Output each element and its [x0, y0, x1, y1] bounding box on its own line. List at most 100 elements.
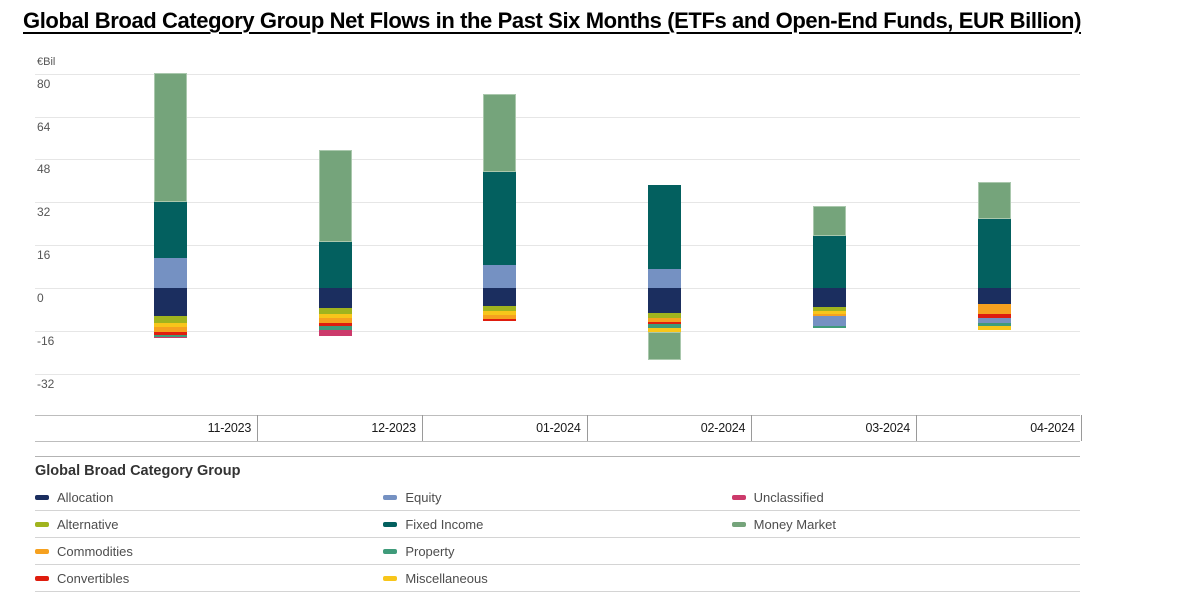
x-tick-label: 03-2024 — [752, 415, 917, 441]
bar-segment-allocation[interactable] — [977, 287, 1011, 305]
y-tick-label: 64 — [37, 119, 51, 134]
legend-swatch-alternative — [35, 521, 49, 527]
bar-segment-unclassified[interactable] — [318, 330, 352, 337]
legend-item-empty — [732, 538, 1080, 564]
bar-segment-money-market[interactable] — [154, 72, 187, 203]
legend-item-commodities: Commodities — [35, 538, 383, 564]
legend-label: Equity — [405, 489, 442, 505]
bar-segment-property[interactable] — [977, 323, 1011, 327]
legend-swatch-convertibles — [35, 575, 49, 581]
bar-segment-convertibles[interactable] — [318, 323, 352, 327]
bar-segment-equity[interactable] — [812, 315, 846, 326]
bar-segment-fixed-income[interactable] — [154, 202, 187, 259]
bar-segment-commodities[interactable] — [648, 318, 682, 323]
bar-segment-convertibles[interactable] — [648, 322, 682, 325]
bar-segment-commodities[interactable] — [483, 315, 517, 320]
gridline — [35, 245, 1080, 246]
gridline — [35, 116, 1080, 118]
legend-row: Alternative Fixed Income Money Market — [35, 511, 1080, 538]
x-tick-label: 11-2023 — [94, 415, 259, 441]
y-tick-label: -16 — [37, 333, 55, 348]
bar-segment-allocation[interactable] — [318, 287, 352, 309]
bar-segment-commodities[interactable] — [318, 318, 352, 324]
bar-segment-money-market[interactable] — [812, 205, 846, 237]
legend-label: Convertibles — [57, 570, 130, 586]
legend-row: Allocation Equity Unclassified — [35, 484, 1080, 511]
bar-segment-money-market[interactable] — [318, 149, 352, 243]
bar-segment-fixed-income[interactable] — [483, 172, 517, 266]
bar-segment-convertibles[interactable] — [977, 314, 1011, 319]
bar-segment-allocation[interactable] — [812, 287, 846, 307]
bar-segment-convertibles[interactable] — [154, 332, 187, 336]
legend-swatch-miscellaneous — [383, 575, 398, 581]
bar-segment-commodities[interactable] — [977, 304, 1011, 315]
legend-item-alternative: Alternative — [35, 511, 383, 537]
y-tick-label: 48 — [37, 162, 51, 177]
legend: Global Broad Category Group Allocation Eq… — [35, 456, 1080, 592]
bar-segment-property[interactable] — [812, 325, 846, 328]
legend-item-allocation: Allocation — [35, 484, 383, 510]
legend-swatch-money-market — [731, 521, 746, 527]
legend-label: Alternative — [57, 516, 119, 532]
legend-row: Convertibles Miscellaneous — [35, 565, 1080, 592]
bar-segment-money-market[interactable] — [648, 332, 682, 361]
bar-segment-equity[interactable] — [154, 258, 187, 288]
bar-segment-allocation[interactable] — [648, 287, 682, 314]
legend-item-convertibles: Convertibles — [35, 565, 383, 591]
bar-segment-fixed-income[interactable] — [977, 218, 1011, 288]
bar-segment-fixed-income[interactable] — [318, 242, 352, 288]
bar-segment-equity[interactable] — [977, 318, 1011, 324]
bar-segment-allocation[interactable] — [154, 287, 187, 317]
bar-segment-miscellaneous[interactable] — [483, 311, 517, 316]
legend-label: Fixed Income — [405, 516, 484, 532]
legend-label: Unclassified — [753, 489, 824, 505]
bar-segment-fixed-income[interactable] — [648, 184, 682, 270]
bar-segment-money-market[interactable] — [483, 94, 517, 173]
bar-segment-miscellaneous[interactable] — [812, 310, 846, 314]
bar-segment-property[interactable] — [648, 324, 682, 329]
legend-item-unclassified: Unclassified — [731, 484, 1080, 510]
legend-swatch-fixed-income — [383, 521, 398, 527]
bar-segment-property[interactable] — [154, 335, 187, 338]
bar-segment-alternative[interactable] — [154, 316, 187, 324]
bar-segment-convertibles[interactable] — [483, 319, 517, 322]
bar-segment-alternative[interactable] — [812, 306, 846, 311]
legend-rows: Allocation Equity Unclassified Alternative F… — [35, 484, 1080, 592]
bar-segment-property[interactable] — [318, 326, 352, 331]
bar-segment-equity[interactable] — [483, 265, 517, 288]
legend-label: Miscellaneous — [405, 570, 488, 586]
bar-segment-equity[interactable] — [648, 269, 682, 288]
bar-segment-money-market[interactable] — [977, 181, 1011, 219]
legend-swatch-unclassified — [731, 494, 746, 500]
bar-segment-miscellaneous[interactable] — [977, 326, 1011, 331]
bar-segment-unclassified[interactable] — [154, 337, 187, 339]
bar-segment-alternative[interactable] — [483, 306, 517, 312]
bar-segment-miscellaneous[interactable] — [154, 323, 187, 328]
legend-label: Property — [405, 543, 455, 559]
bar-segment-miscellaneous[interactable] — [648, 328, 682, 333]
legend-swatch-equity — [383, 494, 398, 500]
legend-item-money-market: Money Market — [731, 511, 1080, 537]
y-tick-label: -32 — [37, 376, 55, 391]
legend-label: Commodities — [57, 543, 133, 559]
x-tick-label: 04-2024 — [917, 415, 1082, 441]
y-tick-label: 16 — [37, 248, 51, 262]
gridline — [35, 159, 1080, 161]
y-tick-label: 80 — [37, 76, 51, 91]
bar-segment-alternative[interactable] — [648, 313, 682, 319]
bar-segment-alternative[interactable] — [318, 308, 352, 315]
legend-label: Allocation — [57, 489, 114, 505]
bar-segment-allocation[interactable] — [483, 287, 517, 307]
gridline — [35, 373, 1080, 375]
x-axis: 11-2023 12-2023 01-2024 02-2024 03-2024 04-20… — [35, 415, 1082, 442]
x-tick-label: 02-2024 — [588, 415, 753, 441]
legend-item-property: Property — [383, 538, 731, 564]
x-tick-label: 01-2024 — [423, 415, 588, 441]
bar-segment-commodities[interactable] — [154, 327, 187, 333]
legend-swatch-allocation — [35, 494, 49, 500]
legend-item-miscellaneous: Miscellaneous — [383, 565, 731, 591]
bar-segment-miscellaneous[interactable] — [318, 314, 352, 319]
bar-segment-commodities[interactable] — [812, 313, 846, 316]
bar-segment-fixed-income[interactable] — [812, 236, 846, 288]
legend-item-equity: Equity — [383, 484, 731, 510]
